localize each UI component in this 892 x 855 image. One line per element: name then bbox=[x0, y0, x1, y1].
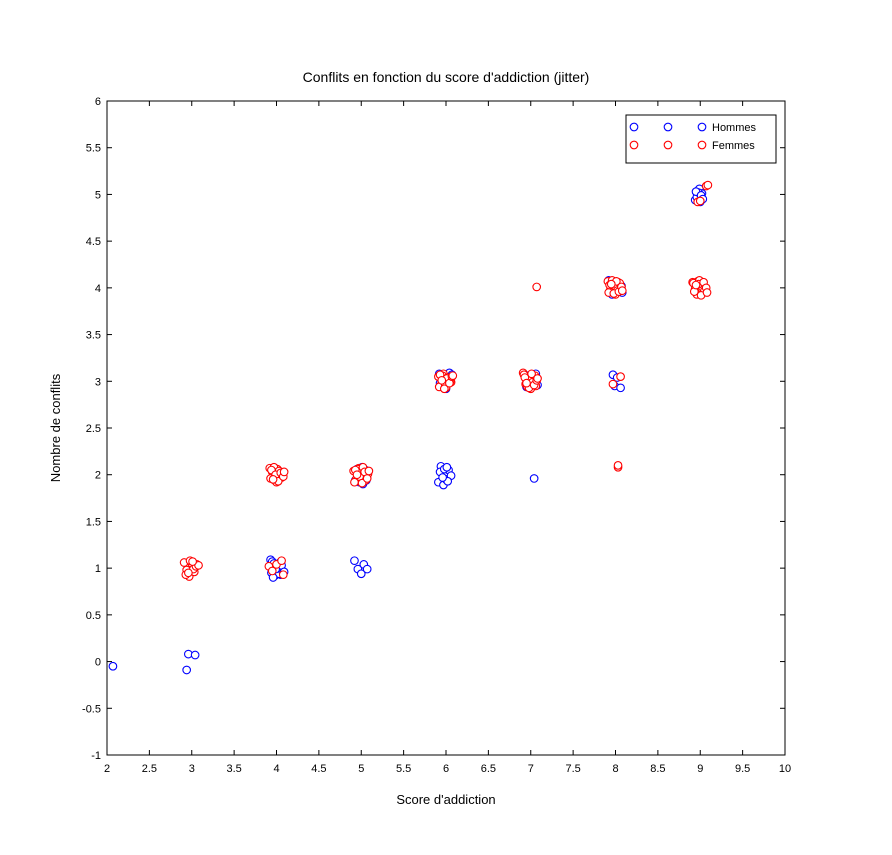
data-point bbox=[356, 569, 366, 579]
y-tick-label: -0.5 bbox=[82, 703, 101, 715]
data-point bbox=[438, 473, 447, 482]
data-point bbox=[279, 467, 289, 477]
data-point bbox=[522, 378, 531, 388]
x-axis: 2 2.5 3 3.5 4 4.5 5 5.5 6 6.5 7 7.5 8 8.5 9 9.5 10 bbox=[104, 101, 791, 775]
x-tick-label: 6.5 bbox=[481, 763, 496, 775]
data-point bbox=[362, 564, 372, 574]
y-tick-label: 3.5 bbox=[86, 330, 101, 342]
y-axis: -1 -0.5 0 0.5 1 1.5 2 2.5 3 3.5 4 4.5 5 5.5 6 bbox=[82, 96, 785, 762]
x-tick-label: 10 bbox=[779, 763, 791, 775]
plot-frame bbox=[106, 100, 786, 756]
y-tick-label: 2.5 bbox=[86, 423, 101, 435]
x-tick-label: 8 bbox=[612, 763, 618, 775]
series-femmes bbox=[179, 180, 713, 581]
y-tick-label: 2 bbox=[95, 470, 101, 482]
data-point bbox=[616, 383, 625, 393]
y-tick-label: 1 bbox=[95, 563, 101, 575]
legend-label: Hommes bbox=[712, 122, 757, 134]
data-point bbox=[617, 286, 627, 296]
data-point bbox=[437, 376, 447, 385]
data-point bbox=[184, 568, 193, 578]
data-point bbox=[702, 288, 712, 297]
data-point bbox=[448, 371, 458, 381]
data-point bbox=[350, 556, 359, 566]
y-tick-label: 3 bbox=[95, 376, 101, 388]
y-tick-label: 1.5 bbox=[86, 516, 101, 528]
data-point bbox=[695, 196, 705, 206]
legend: Hommes Femmes bbox=[625, 114, 777, 164]
x-tick-label: 9 bbox=[697, 763, 703, 775]
chart-title: Conflits en fonction du score d'addictio… bbox=[303, 69, 590, 85]
data-point bbox=[527, 369, 536, 379]
data-point bbox=[442, 462, 452, 472]
data-point bbox=[691, 280, 701, 290]
x-tick-label: 5 bbox=[358, 763, 364, 775]
y-tick-label: 0.5 bbox=[86, 610, 101, 622]
data-point bbox=[703, 180, 713, 190]
y-tick-label: 4 bbox=[95, 283, 101, 295]
y-tick-label: -1 bbox=[91, 750, 101, 762]
data-point bbox=[352, 470, 362, 480]
data-point bbox=[108, 661, 118, 671]
series-hommes bbox=[108, 184, 708, 675]
y-tick-label: 0 bbox=[95, 657, 101, 669]
x-tick-label: 6 bbox=[443, 763, 449, 775]
data-point bbox=[439, 384, 449, 394]
data-point bbox=[182, 665, 192, 675]
x-tick-label: 2 bbox=[104, 763, 110, 775]
data-point bbox=[533, 374, 542, 383]
y-tick-label: 5 bbox=[95, 189, 101, 201]
data-point bbox=[277, 556, 286, 566]
data-point bbox=[529, 474, 539, 483]
legend-marker bbox=[629, 140, 639, 150]
y-axis-label: Nombre de conflits bbox=[48, 373, 63, 482]
legend-marker bbox=[697, 140, 707, 150]
data-point bbox=[188, 557, 197, 566]
x-tick-label: 4 bbox=[273, 763, 279, 775]
legend-label: Femmes bbox=[712, 140, 755, 152]
data-point bbox=[608, 379, 618, 389]
legend-marker bbox=[663, 122, 673, 132]
data-point bbox=[267, 566, 277, 576]
x-tick-label: 7.5 bbox=[565, 763, 580, 775]
y-tick-label: 4.5 bbox=[86, 236, 101, 248]
data-point bbox=[606, 279, 616, 289]
y-tick-label: 5.5 bbox=[86, 143, 101, 155]
legend-marker bbox=[663, 140, 673, 150]
x-tick-label: 7 bbox=[528, 763, 534, 775]
data-point bbox=[532, 282, 542, 292]
x-tick-label: 3.5 bbox=[226, 763, 241, 775]
marks-layer bbox=[108, 180, 713, 675]
x-tick-label: 5.5 bbox=[396, 763, 411, 775]
data-point bbox=[278, 570, 288, 580]
x-tick-label: 8.5 bbox=[650, 763, 665, 775]
x-tick-label: 2.5 bbox=[142, 763, 157, 775]
x-tick-label: 3 bbox=[189, 763, 195, 775]
data-point bbox=[613, 461, 623, 470]
legend-marker bbox=[697, 122, 707, 132]
x-axis-label: Score d'addiction bbox=[396, 792, 495, 807]
x-tick-label: 9.5 bbox=[735, 763, 750, 775]
y-tick-label: 6 bbox=[95, 96, 101, 108]
legend-marker bbox=[629, 122, 639, 132]
data-point bbox=[268, 475, 278, 484]
data-point bbox=[616, 372, 625, 381]
x-tick-label: 4.5 bbox=[311, 763, 326, 775]
data-point bbox=[362, 474, 372, 483]
data-point bbox=[190, 650, 200, 660]
data-point bbox=[364, 466, 374, 476]
